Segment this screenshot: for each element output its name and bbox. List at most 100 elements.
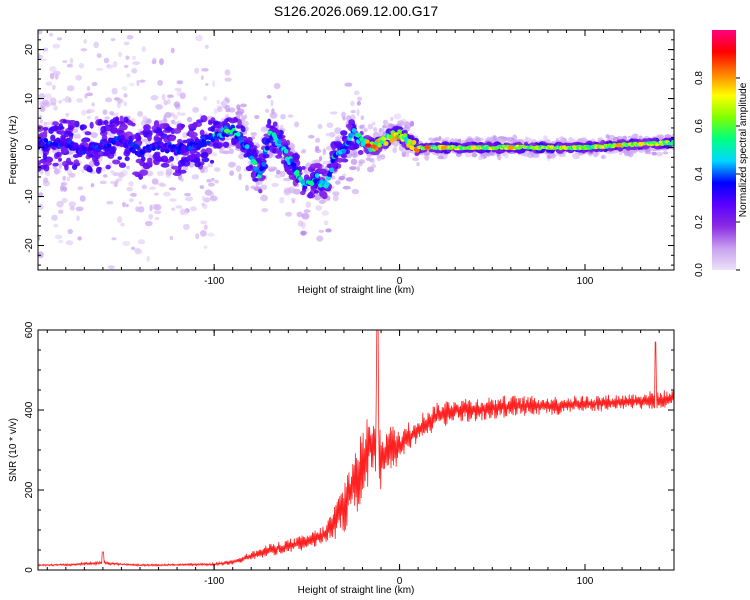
- spectrogram-cell: [96, 53, 102, 58]
- spectrogram-cell: [265, 123, 272, 128]
- spectrogram-cell: [322, 160, 331, 165]
- spectrogram-cell: [38, 125, 44, 132]
- spectrogram-cell: [171, 207, 176, 211]
- spectrogram-cell: [358, 159, 366, 164]
- spectrogram-peak: [637, 142, 644, 147]
- spectrogram-cell: [110, 170, 115, 174]
- spectrogram-cell: [627, 135, 634, 139]
- spectrogram-cell: [175, 103, 181, 110]
- spectrogram-cell: [119, 115, 124, 122]
- spectrogram-cell: [224, 104, 231, 111]
- spectrogram-cell: [195, 233, 200, 240]
- spectrogram-cell: [43, 177, 49, 184]
- spectrogram-cell: [225, 137, 232, 141]
- spectrogram-cell: [301, 165, 306, 170]
- spectrogram-cell: [178, 169, 187, 174]
- spectrogram-cell: [62, 119, 67, 124]
- spectrogram-cell: [527, 151, 535, 159]
- spectrogram-cell: [315, 137, 321, 143]
- spectrogram-cell: [139, 79, 146, 83]
- spectrogram-cell: [151, 125, 157, 131]
- spectrogram-cell: [66, 63, 73, 68]
- spectrogram-cell: [42, 47, 49, 52]
- spectrogram-cell: [378, 128, 385, 133]
- spectrogram-cell: [63, 130, 70, 138]
- spectrogram-cell: [277, 150, 283, 156]
- spectrogram-cell: [350, 158, 358, 165]
- spectrogram-cell: [77, 186, 84, 191]
- spectrogram-cell: [321, 210, 330, 216]
- spectrogram-cell: [172, 114, 178, 120]
- x-tick-label: 100: [577, 576, 594, 587]
- spectrogram-cell: [150, 95, 159, 101]
- spectrogram-cell: [409, 120, 415, 127]
- spectrogram-cell: [269, 111, 278, 119]
- spectrogram-cell: [105, 97, 113, 103]
- spectrogram-cell: [475, 137, 482, 142]
- spectrogram-cell: [131, 134, 138, 140]
- spectrogram-cell: [53, 105, 58, 111]
- spectrogram-cell: [149, 204, 153, 212]
- spectrogram-cell: [254, 114, 260, 120]
- spectrogram-ridge-cell: [324, 181, 330, 187]
- spectrogram-cell: [318, 229, 325, 233]
- spectrogram-cell: [44, 93, 52, 100]
- colorbar-tick-label: 0.0: [694, 263, 705, 277]
- spectrogram-cell: [212, 142, 219, 149]
- spectrogram-cell: [62, 175, 67, 181]
- spectrogram-cell: [301, 221, 306, 229]
- spectrogram-cell: [141, 46, 146, 53]
- spectrogram-cell: [381, 145, 389, 150]
- spectrogram-cell: [180, 112, 186, 116]
- spectrogram-cell: [58, 209, 64, 214]
- spectrogram-cell: [90, 132, 98, 139]
- spectrogram-cell: [88, 25, 93, 30]
- spectrogram-cell: [185, 196, 194, 202]
- spectrogram-cell: [160, 162, 170, 168]
- spectrogram-cell: [111, 126, 118, 133]
- spectrogram-cell: [405, 152, 410, 158]
- spectrogram-ridge-cell: [351, 128, 357, 133]
- spectrogram-cell: [260, 194, 268, 202]
- spectrogram-cell: [118, 162, 127, 168]
- spectrogram-cell: [192, 106, 200, 113]
- spectrogram-cell: [651, 151, 657, 156]
- spectrogram-cell: [228, 148, 234, 155]
- spectrogram-cell: [209, 195, 218, 202]
- spectrogram-cell: [55, 151, 62, 158]
- spectrogram-cell: [79, 124, 88, 130]
- spectrogram-ridge-cell: [194, 138, 200, 144]
- spectrogram-cell: [66, 85, 75, 92]
- spectrogram-cell: [146, 255, 150, 262]
- spectrogram-cell: [200, 75, 204, 80]
- spectrogram-cell: [141, 156, 146, 162]
- spectrogram-cell: [48, 32, 54, 37]
- spectrogram-cell: [52, 125, 60, 131]
- spectrogram-cell: [123, 64, 129, 69]
- snr-x-axis-label: Height of straight line (km): [298, 585, 415, 596]
- spectrogram-cell: [314, 193, 321, 201]
- spectrogram-cell: [294, 121, 300, 128]
- spectrogram-cell: [147, 134, 152, 142]
- spectrogram-cell: [105, 64, 114, 69]
- spectrogram-cell: [437, 155, 444, 160]
- spectrogram-cell: [169, 198, 177, 202]
- spectrogram-cell: [322, 198, 328, 203]
- spectrogram-cell: [120, 222, 125, 227]
- spectrogram-cell: [267, 166, 276, 172]
- spectrogram-cell: [97, 120, 103, 126]
- spectrogram-cell: [317, 186, 327, 191]
- spectrogram-cell: [270, 99, 274, 107]
- spectrogram-cell: [69, 206, 76, 211]
- spectrogram-cell: [656, 151, 663, 157]
- spectrogram-cell: [83, 39, 87, 44]
- spectrogram-cell: [68, 201, 77, 208]
- spectrogram-cell: [219, 147, 224, 154]
- spectrogram-cell: [262, 153, 270, 159]
- spectrogram-cell: [357, 96, 363, 102]
- spectrogram-cell: [136, 79, 140, 87]
- spectrogram-cell: [89, 121, 94, 129]
- spectrogram-cell: [131, 246, 135, 250]
- spectrogram-cell: [207, 232, 215, 237]
